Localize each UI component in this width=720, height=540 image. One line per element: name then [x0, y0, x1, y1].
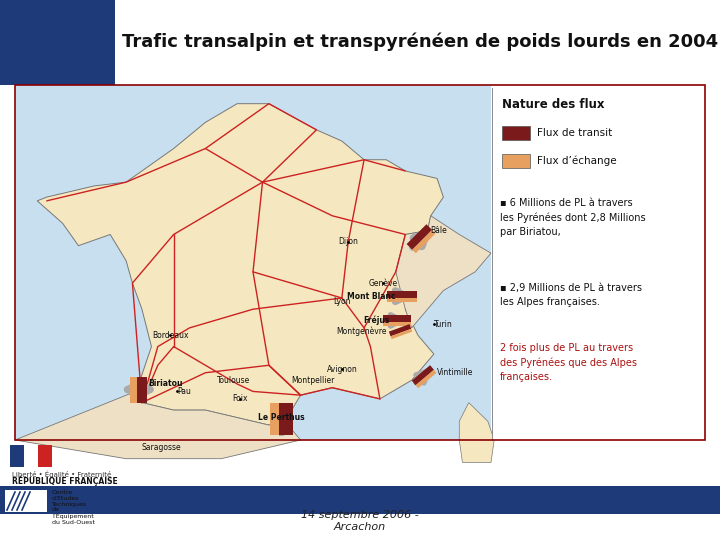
Text: Saragosse: Saragosse — [141, 443, 181, 452]
Polygon shape — [37, 104, 444, 425]
Bar — [24, 445, 38, 467]
Text: Trafic transalpin et transpyrénéen de poids lourds en 2004: Trafic transalpin et transpyrénéen de po… — [122, 33, 718, 51]
Bar — [15, 85, 705, 440]
Text: Bordeaux: Bordeaux — [152, 331, 189, 340]
Polygon shape — [390, 329, 413, 339]
Polygon shape — [279, 403, 293, 435]
Text: Lyon: Lyon — [333, 297, 351, 306]
Bar — [38, 445, 52, 467]
Text: 2 fois plus de PL au travers
des Pyrénées que des Alpes
françaises.: 2 fois plus de PL au travers des Pyrénée… — [500, 343, 637, 382]
Polygon shape — [389, 324, 411, 336]
Text: Nature des flux: Nature des flux — [502, 98, 605, 111]
Polygon shape — [459, 403, 494, 462]
Text: Vintimille: Vintimille — [437, 368, 474, 377]
Text: Genève: Genève — [369, 279, 397, 288]
Text: Montgenèvre: Montgenèvre — [336, 327, 386, 336]
Polygon shape — [130, 376, 138, 402]
Text: Fréjus: Fréjus — [363, 316, 390, 325]
Text: Flux de transit: Flux de transit — [537, 128, 612, 138]
Bar — [502, 126, 530, 140]
Text: Toulouse: Toulouse — [217, 376, 251, 384]
Polygon shape — [413, 230, 436, 253]
Polygon shape — [138, 376, 148, 402]
Text: Pau: Pau — [177, 387, 191, 396]
Text: Centre
d’Etudes
Techniques
de
l’Équipement
du Sud-Ouest: Centre d’Etudes Techniques de l’Équipeme… — [52, 490, 95, 525]
Text: Montpellier: Montpellier — [292, 376, 335, 384]
Text: Bâle: Bâle — [431, 226, 447, 235]
Polygon shape — [382, 315, 410, 322]
Polygon shape — [412, 365, 434, 385]
Text: Turin: Turin — [434, 320, 453, 329]
Text: Mont Blanc: Mont Blanc — [347, 292, 396, 301]
Bar — [502, 154, 530, 168]
Polygon shape — [415, 370, 436, 388]
Text: Foix: Foix — [233, 394, 248, 403]
Text: Dijon: Dijon — [338, 238, 358, 246]
Bar — [5, 490, 47, 512]
Bar — [492, 88, 705, 440]
Polygon shape — [270, 403, 279, 435]
Text: Biriatou: Biriatou — [148, 380, 183, 388]
Bar — [0, 486, 720, 514]
Text: 14 septembre 2006 -
Arcachon: 14 septembre 2006 - Arcachon — [301, 510, 419, 531]
Polygon shape — [407, 224, 432, 249]
Polygon shape — [387, 298, 417, 302]
Polygon shape — [15, 392, 301, 458]
Text: RÉPUBLIQUE FRANÇAISE: RÉPUBLIQUE FRANÇAISE — [12, 476, 118, 487]
Polygon shape — [382, 322, 410, 326]
Bar — [0, 0, 115, 85]
Text: Avignon: Avignon — [326, 364, 357, 374]
Polygon shape — [387, 291, 417, 298]
Polygon shape — [396, 216, 491, 328]
Text: Liberté • Égalité • Fraternité: Liberté • Égalité • Fraternité — [12, 470, 112, 477]
Text: ▪ 6 Millions de PL à travers
les Pyrénées dont 2,8 Millions
par Biriatou,: ▪ 6 Millions de PL à travers les Pyrénée… — [500, 198, 646, 237]
Text: Flux d’échange: Flux d’échange — [537, 156, 616, 166]
Text: Le Perthus: Le Perthus — [258, 413, 305, 422]
Bar — [15, 85, 491, 440]
Text: ▪ 2,9 Millions de PL à travers
les Alpes françaises.: ▪ 2,9 Millions de PL à travers les Alpes… — [500, 283, 642, 307]
Bar — [10, 445, 24, 467]
